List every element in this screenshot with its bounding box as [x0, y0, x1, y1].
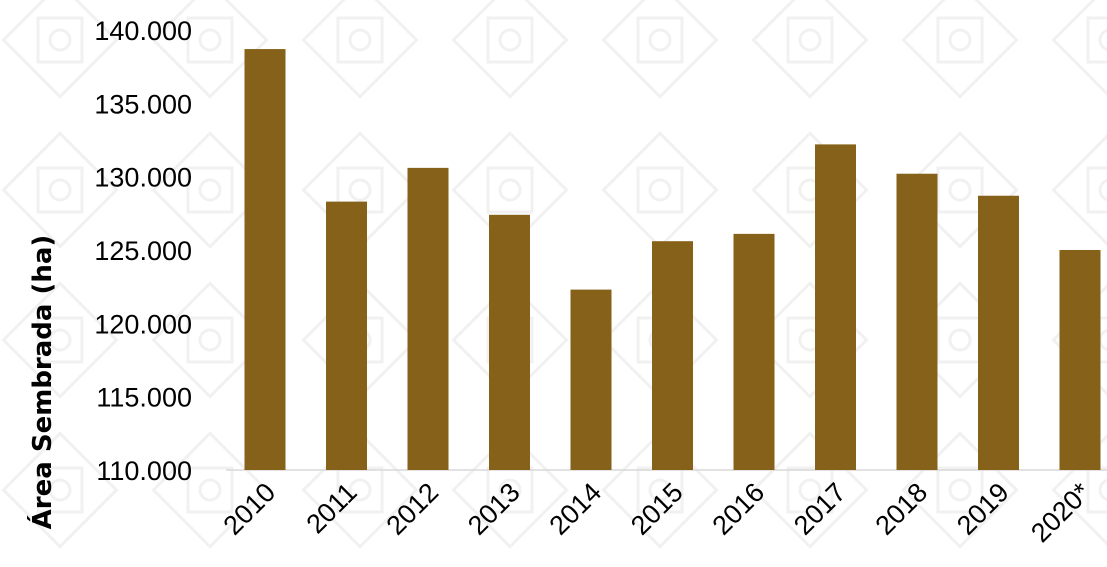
bar — [652, 241, 693, 470]
bar — [489, 214, 530, 470]
y-tick-label: 125.000 — [94, 236, 192, 266]
y-axis-label: Área Sembrada (ha) — [26, 235, 58, 530]
x-tick-label: 2013 — [462, 477, 526, 541]
y-tick-label: 140.000 — [94, 16, 192, 46]
y-tick-label: 115.000 — [96, 383, 192, 413]
x-tick-label: 2020* — [1025, 477, 1096, 548]
bar — [1059, 250, 1101, 470]
bar — [570, 289, 612, 470]
bar — [733, 233, 775, 470]
bar — [244, 49, 286, 471]
y-tick-label: 135.000 — [94, 89, 192, 119]
x-tick-label: 2014 — [544, 477, 608, 541]
y-tick-label: 110.000 — [96, 456, 192, 486]
x-tick-label: 2010 — [218, 477, 282, 541]
bar — [896, 173, 938, 470]
x-tick-label: 2016 — [707, 477, 771, 541]
bar — [978, 195, 1019, 470]
bar — [326, 201, 367, 470]
y-tick-label: 130.000 — [94, 163, 192, 193]
x-tick-label: 2018 — [870, 477, 934, 541]
y-tick-label: 120.000 — [94, 309, 192, 339]
bar — [407, 167, 449, 470]
x-tick-label: 2011 — [300, 477, 362, 539]
bar — [815, 144, 856, 470]
x-tick-label: 2017 — [788, 477, 852, 541]
x-tick-label: 2015 — [625, 477, 689, 541]
x-tick-label: 2019 — [951, 477, 1015, 541]
x-tick-label: 2012 — [381, 477, 445, 541]
